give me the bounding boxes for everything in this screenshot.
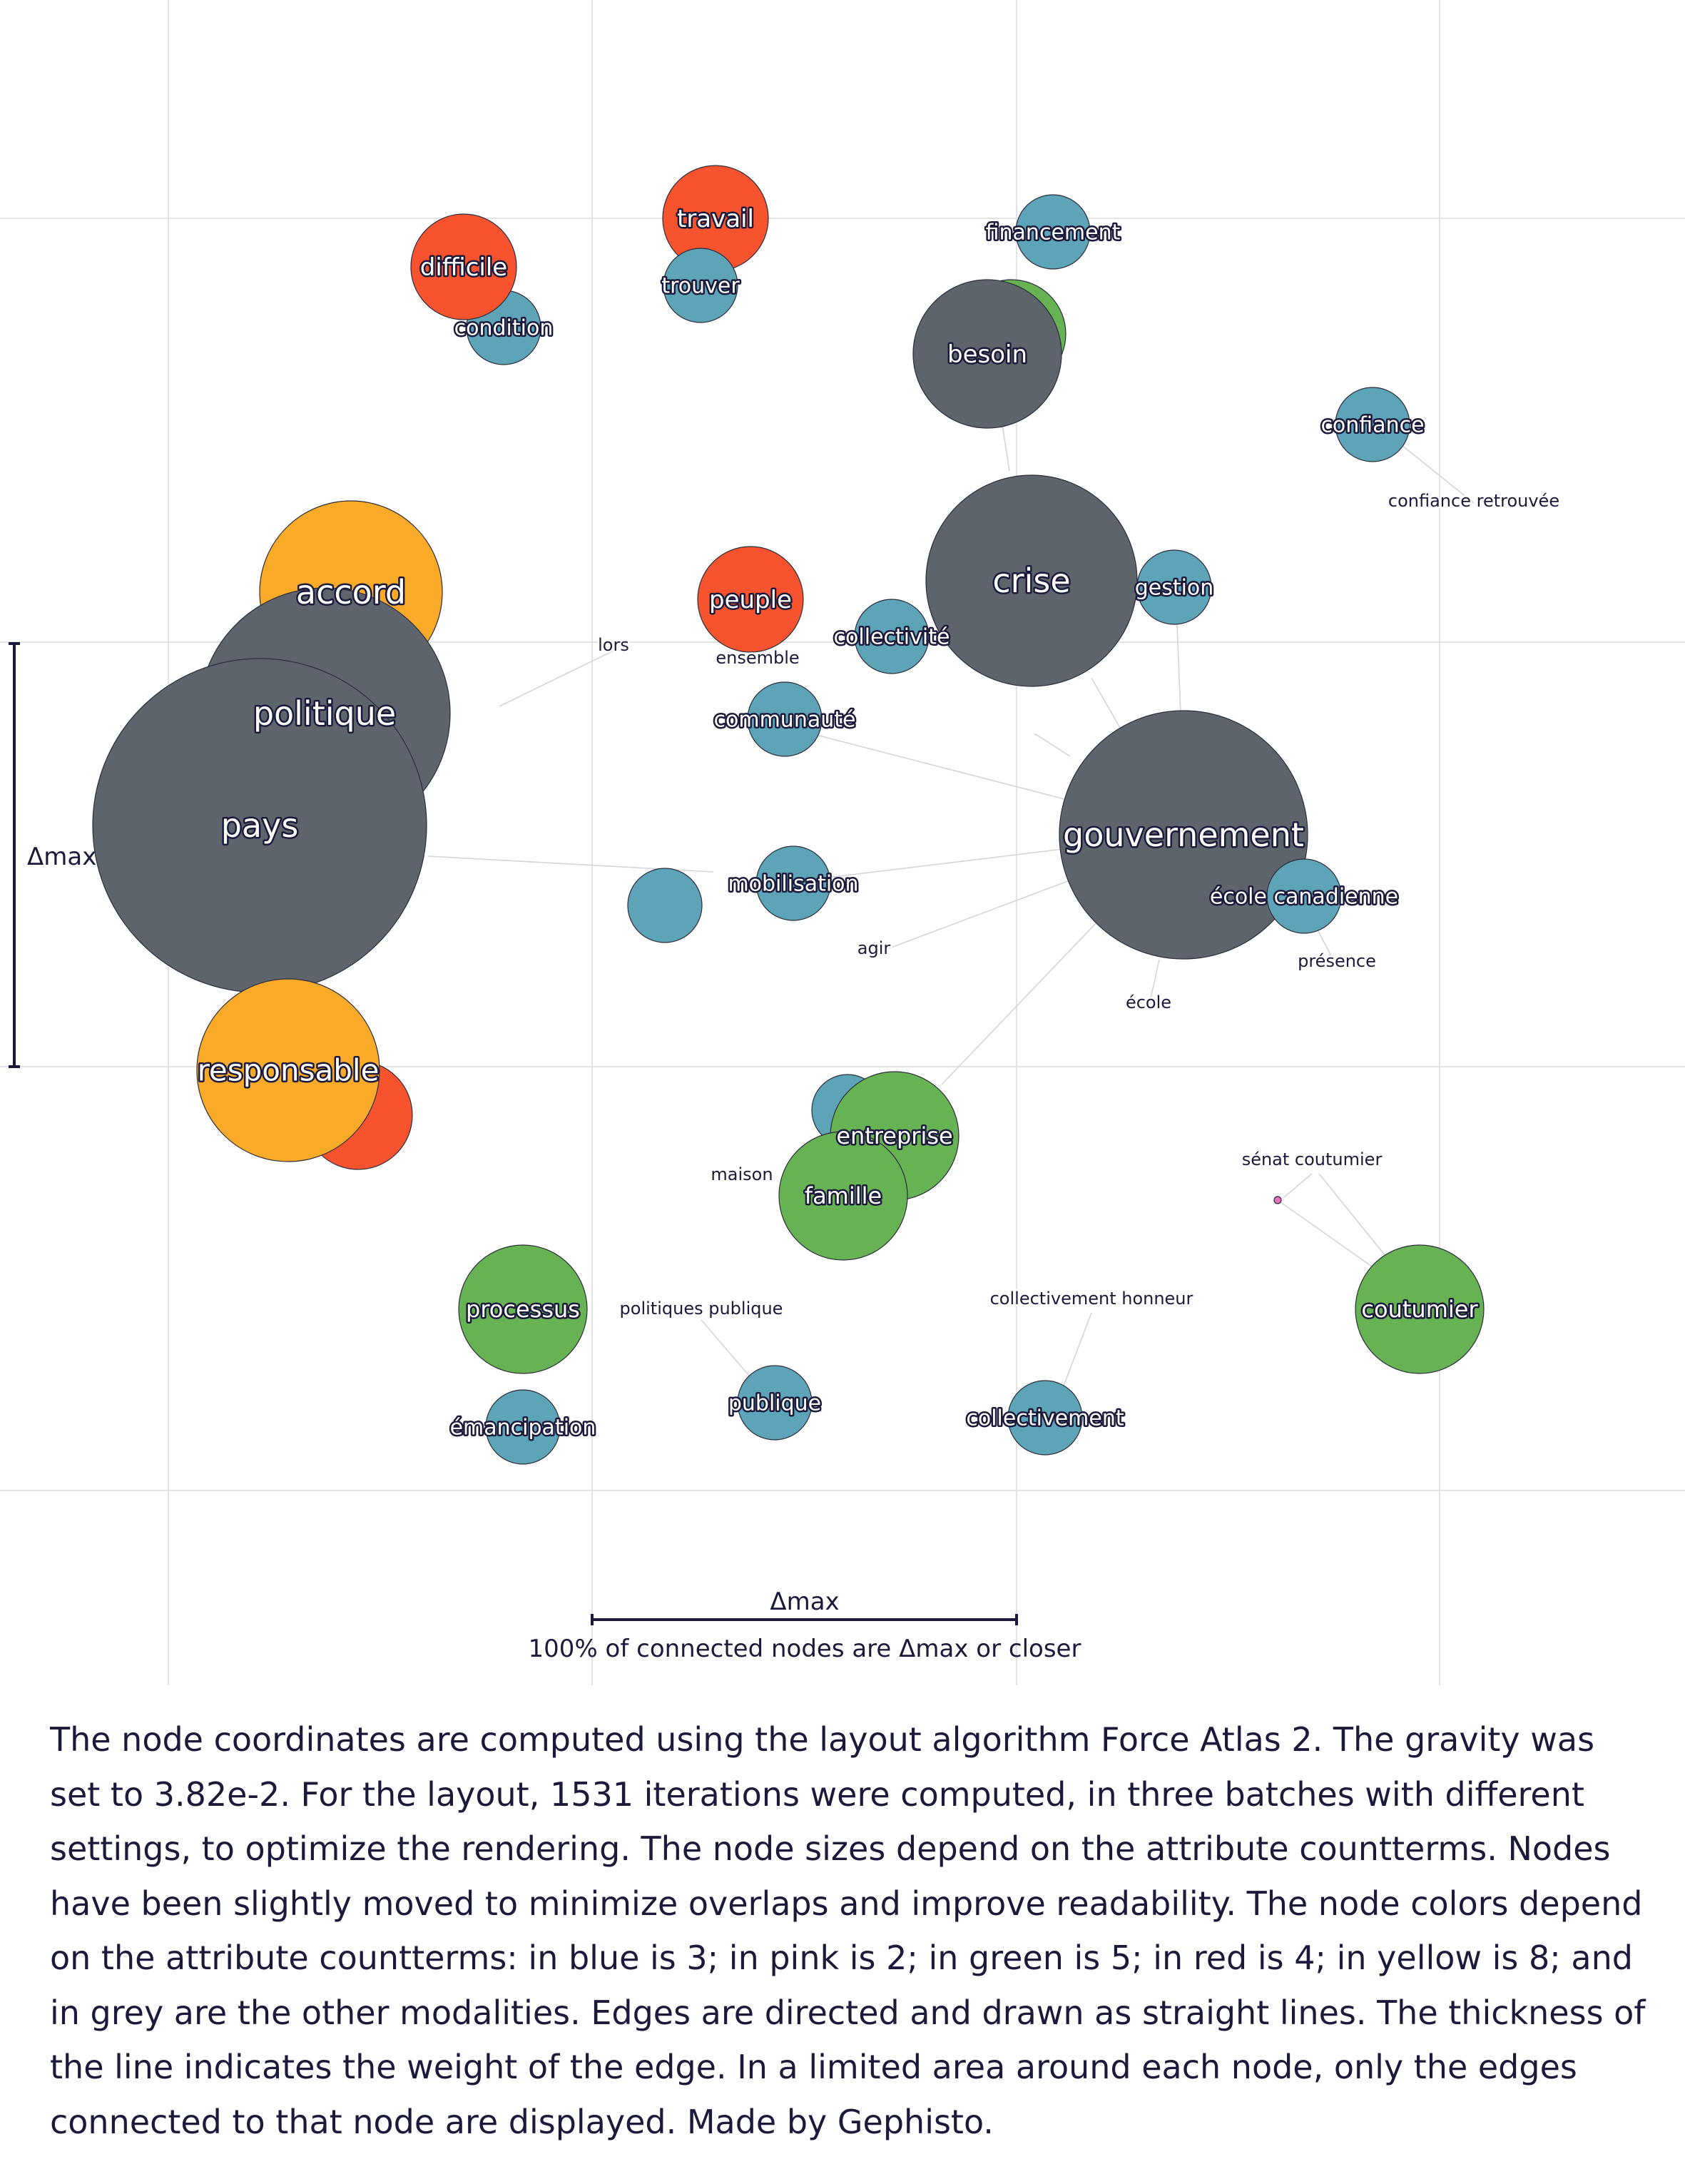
node-trouver xyxy=(663,248,738,323)
node-label-pays: pays xyxy=(221,806,299,845)
node-label-publique: publique xyxy=(728,1391,821,1416)
node-confiance xyxy=(1335,387,1410,462)
node-gestion xyxy=(1136,549,1212,625)
scale-bars: Δmax Δmax 100% of connected nodes are Δm… xyxy=(9,642,1081,1663)
scale-note: 100% of connected nodes are Δmax or clos… xyxy=(529,1635,1081,1663)
node-label-famille: famille xyxy=(805,1182,882,1209)
term-label-senat-coutumier: sénat coutumier xyxy=(1242,1149,1383,1169)
graph-edge xyxy=(1283,1173,1313,1198)
node-label-condition: condition xyxy=(454,316,554,341)
graph-edge xyxy=(1148,959,1160,1009)
node-label-besoin: besoin xyxy=(947,340,1027,369)
term-label-confiance-retrouvee: confiance retrouvée xyxy=(1388,491,1559,511)
nodes xyxy=(92,165,1485,1465)
node-label-financement: financement xyxy=(986,220,1121,245)
node-label-politique: politique xyxy=(253,694,396,733)
graph-edge xyxy=(1277,1199,1378,1271)
graph-edge xyxy=(1034,733,1071,757)
node-financement xyxy=(1015,194,1091,270)
graph-edge xyxy=(1062,1312,1092,1388)
node-label-processus: processus xyxy=(466,1296,580,1323)
term-label-agir: agir xyxy=(857,938,891,958)
node-besoin xyxy=(912,279,1062,429)
node-label-peuple: peuple xyxy=(709,586,792,614)
graph-edge xyxy=(1091,677,1121,728)
node-ecole-canadienne xyxy=(1266,858,1342,934)
node-peuple xyxy=(697,546,804,653)
node-crise xyxy=(925,474,1138,687)
graph-edge xyxy=(827,848,1064,878)
node-label-ecole-canadienne: école canadienne xyxy=(1210,885,1398,910)
network-graph: accord politique pays responsable travail tro… xyxy=(0,0,1685,1685)
node-mobilisation xyxy=(755,845,831,921)
labels: accord politique pays responsable travail tro… xyxy=(195,203,1562,1442)
node-label-responsable: responsable xyxy=(198,1053,380,1088)
node-label-trouver: trouver xyxy=(661,274,740,299)
node-processus xyxy=(458,1244,588,1374)
node-famille xyxy=(778,1131,908,1261)
node-label-crise: crise xyxy=(992,562,1070,600)
node-collectivement xyxy=(1007,1380,1083,1456)
node-label-communaute: communauté xyxy=(714,708,856,733)
graph-edge xyxy=(1176,624,1181,714)
graph-edge xyxy=(1398,442,1475,504)
node-label-coutumier: coutumier xyxy=(1361,1296,1478,1323)
node-label-confiance: confiance xyxy=(1320,413,1424,438)
node-label-mobilisation: mobilisation xyxy=(728,872,858,897)
caption-text: The node coordinates are computed using … xyxy=(50,1720,1646,2141)
node-collectivite xyxy=(854,599,930,674)
term-label-presence: présence xyxy=(1298,951,1376,971)
graph-edge xyxy=(941,920,1099,1085)
node-label-gestion: gestion xyxy=(1135,576,1214,601)
node-label-emancipation: émancipation xyxy=(450,1416,596,1441)
node-label-accord: accord xyxy=(296,573,406,611)
node-coutumier xyxy=(1355,1244,1485,1374)
node-publique xyxy=(737,1365,813,1441)
term-label-ecole: école xyxy=(1126,992,1171,1012)
node-emancipation xyxy=(485,1389,561,1465)
graph-edge xyxy=(774,723,1071,801)
node-communaute xyxy=(747,681,823,757)
term-label-politiques-publique: politiques publique xyxy=(620,1299,783,1319)
graph-edge xyxy=(1002,424,1010,472)
node-label-collectivite: collectivité xyxy=(834,625,950,650)
graph-edge xyxy=(1318,1173,1392,1264)
node-responsable xyxy=(196,978,380,1162)
node-gouvernement xyxy=(1059,710,1308,960)
graph-edge xyxy=(499,650,614,707)
node-unlabeled-blue xyxy=(627,868,703,943)
node-label-collectivement: collectivement xyxy=(966,1406,1124,1431)
node-label-entreprise: entreprise xyxy=(836,1122,952,1149)
graph-edge xyxy=(701,1319,750,1376)
node-difficile xyxy=(410,213,517,320)
edges xyxy=(427,422,1475,1388)
node-label-travail: travail xyxy=(677,205,754,233)
term-label-collectivement-honneur: collectivement honneur xyxy=(990,1289,1193,1309)
node-label-gouvernement: gouvernement xyxy=(1063,816,1304,854)
term-label-ensemble: ensemble xyxy=(716,648,799,668)
graph-edge xyxy=(873,877,1078,955)
term-label-lors: lors xyxy=(598,635,629,655)
node-senat-dot xyxy=(1273,1196,1282,1204)
term-label-maison: maison xyxy=(711,1164,773,1184)
node-label-difficile: difficile xyxy=(420,253,507,282)
vertical-scale-label: Δmax xyxy=(27,843,96,871)
horizontal-scale-label: Δmax xyxy=(770,1588,839,1616)
